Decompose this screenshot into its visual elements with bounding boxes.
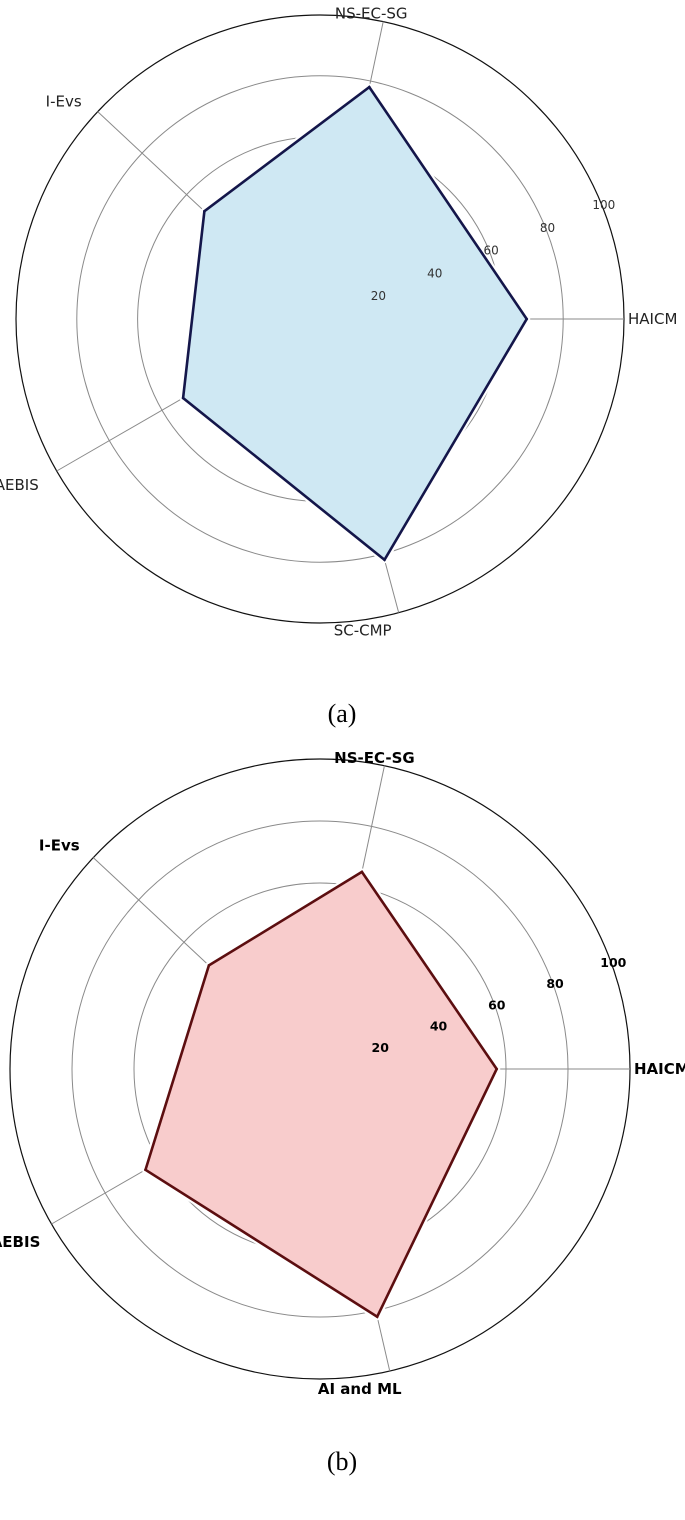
r-tick-label: 100 <box>592 198 615 212</box>
r-tick-label: 100 <box>600 955 626 970</box>
axis-label-ns-ec-sg: NS-EC-SG <box>335 5 408 23</box>
data-point-haicm <box>525 317 529 321</box>
data-point-haicm <box>495 1067 499 1071</box>
r-tick-label: 40 <box>430 1019 448 1034</box>
data-point-ns-ec-sg <box>360 870 364 874</box>
data-point-ns-ec-sg <box>368 85 371 89</box>
caption-b: (b) <box>327 1447 357 1476</box>
data-point-sc-cmp <box>383 558 386 562</box>
r-tick-label: 80 <box>546 976 564 991</box>
axis-label-haicm: HAICM <box>634 1060 685 1078</box>
axis-label-aebis: AEBIS <box>0 1233 40 1251</box>
r-tick-label: 40 <box>427 266 442 280</box>
data-point-aebis <box>144 1168 147 1172</box>
r-tick-label: 20 <box>372 1040 390 1055</box>
series-polygon <box>181 85 529 562</box>
r-tick-label: 60 <box>488 997 506 1012</box>
axis-label-i-evs: I-Evs <box>46 93 82 111</box>
axis-label-i-evs: I-Evs <box>39 837 80 855</box>
axis-label-ai-and-ml: AI and ML <box>318 1380 402 1398</box>
series-polygon <box>143 870 499 1319</box>
data-point-i-evs <box>203 209 206 213</box>
radar-chart-a: 20 40 60 80 100 HAICM NS-EC-SG I-Evs AEBIS SC-CMP <box>0 5 677 640</box>
r-tick-label: 60 <box>483 244 498 258</box>
data-point-aebis <box>181 396 185 400</box>
axis-label-ns-ec-sg: NS-EC-SG <box>334 749 415 767</box>
radar-chart-b: 20 40 60 80 100 HAICM NS-EC-SG I-Evs AEBIS AI and… <box>0 749 685 1398</box>
caption-a: (a) <box>328 699 357 728</box>
r-tick-label: 20 <box>371 289 386 303</box>
data-point-ai-and-ml <box>375 1315 379 1318</box>
data-point-i-evs <box>207 964 211 967</box>
axis-label-haicm: HAICM <box>628 310 677 328</box>
axis-label-aebis: AEBIS <box>0 476 39 494</box>
axis-label-sc-cmp: SC-CMP <box>334 622 392 640</box>
r-tick-label: 80 <box>540 221 555 235</box>
